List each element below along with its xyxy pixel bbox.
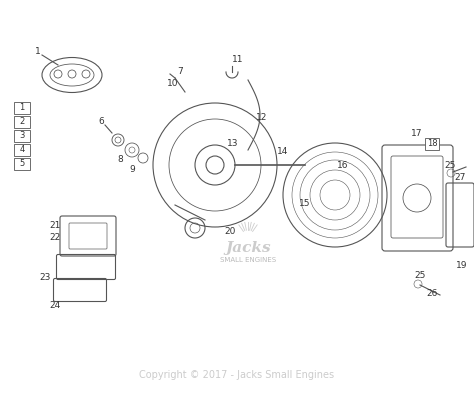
Text: 21: 21	[49, 220, 61, 230]
Bar	[14, 158, 30, 170]
Text: 8: 8	[117, 156, 123, 165]
Text: Copyright © 2017 - Jacks Small Engines: Copyright © 2017 - Jacks Small Engines	[139, 370, 335, 380]
Text: 14: 14	[277, 147, 289, 156]
Text: 17: 17	[411, 130, 423, 138]
Bar	[14, 102, 30, 114]
Text: 18: 18	[427, 140, 438, 149]
Text: 1: 1	[19, 103, 25, 112]
Text: 27: 27	[454, 173, 465, 182]
Text: 20: 20	[224, 228, 236, 237]
Text: 22: 22	[49, 233, 61, 242]
Text: 7: 7	[177, 68, 183, 77]
Text: 9: 9	[129, 165, 135, 174]
Text: 5: 5	[19, 160, 25, 169]
Text: 6: 6	[98, 118, 104, 127]
Text: 25: 25	[414, 272, 426, 281]
Text: 12: 12	[256, 114, 268, 123]
Bar	[14, 130, 30, 142]
Text: 4: 4	[19, 145, 25, 154]
Bar	[14, 144, 30, 156]
Text: 15: 15	[299, 198, 311, 208]
Text: 1: 1	[35, 48, 41, 57]
Text: 10: 10	[167, 79, 179, 88]
Text: 11: 11	[232, 55, 244, 64]
Text: SMALL ENGINES: SMALL ENGINES	[220, 257, 276, 263]
Text: 3: 3	[19, 132, 25, 141]
Text: 26: 26	[426, 288, 438, 298]
Text: 19: 19	[456, 261, 468, 270]
Text: 25: 25	[444, 160, 456, 169]
Text: Jacks: Jacks	[225, 241, 271, 255]
Bar	[14, 116, 30, 128]
Text: 23: 23	[39, 274, 51, 283]
Text: 2: 2	[19, 118, 25, 127]
Text: 24: 24	[49, 301, 61, 310]
Text: 13: 13	[227, 138, 239, 147]
Text: 16: 16	[337, 160, 349, 169]
